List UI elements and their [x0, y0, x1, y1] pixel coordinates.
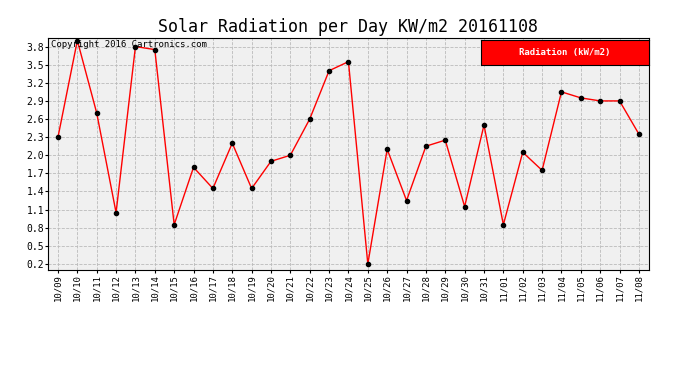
- Text: Copyright 2016 Cartronics.com: Copyright 2016 Cartronics.com: [51, 40, 207, 49]
- Title: Solar Radiation per Day KW/m2 20161108: Solar Radiation per Day KW/m2 20161108: [159, 18, 538, 36]
